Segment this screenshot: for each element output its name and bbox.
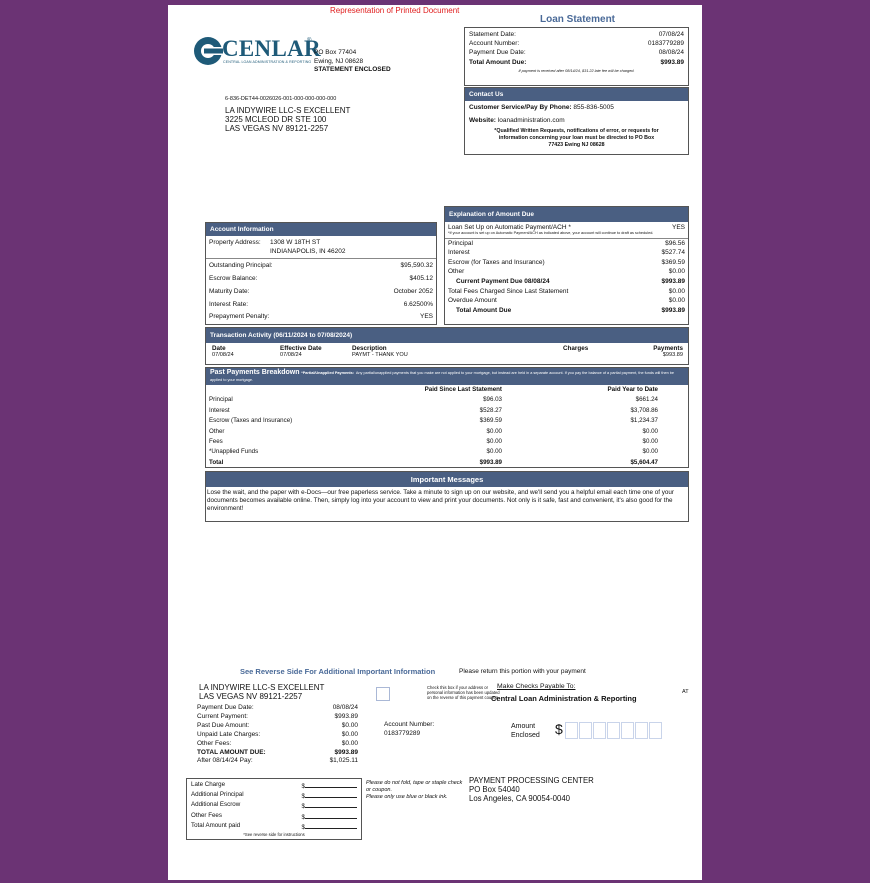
coupon-name-address: LA INDYWIRE LLC-S EXCELLENT LAS VEGAS NV… <box>199 683 325 701</box>
qwr-note: *Qualified Written Requests, notificatio… <box>494 128 659 148</box>
table-row: Interest $528.27 $3,708.86 <box>209 406 658 414</box>
autopay-status: YES <box>671 224 685 231</box>
table-row: Principal $96.03 $661.24 <box>209 396 658 404</box>
table-row: 07/08/24 07/08/24 PAYMT - THANK YOU $993… <box>212 352 683 358</box>
message-body: Lose the wait, and the paper with e-Docs… <box>207 489 674 512</box>
additional-payments-box: Late Charge $ Additional Principal $ Addit… <box>186 778 362 840</box>
amount-enclosed-label: Amount Enclosed <box>511 723 540 739</box>
contact-us-box: Contact Us Customer Service/Pay By Phone… <box>464 87 689 155</box>
additional-escrow-field[interactable] <box>305 801 357 809</box>
dollar-sign: $ <box>555 721 563 737</box>
return-portion-note: Please return this portion with your pay… <box>459 668 586 675</box>
statement-page: Representation of Printed Document CENLA… <box>168 5 702 880</box>
recipient-address: LA INDYWIRE LLC-S EXCELLENT 3225 MCLEOD … <box>225 106 351 133</box>
mail-code: 6-836-DET44-0026026-001-000-000-000-000 <box>225 96 337 102</box>
table-row: *Unapplied Funds $0.00 $0.00 <box>209 448 658 456</box>
table-row: Total $993.89 $5,604.47 <box>209 458 658 466</box>
checks-payable-label: Make Checks Payable To: <box>497 683 576 690</box>
website-link[interactable]: loanadministration.com <box>497 117 565 124</box>
amount-enclosed-input[interactable] <box>565 722 663 739</box>
payee-name: Central Loan Administration & Reporting <box>491 694 637 703</box>
sender-address: PO Box 77404 Ewing, NJ 08628 STATEMENT E… <box>314 49 391 73</box>
contact-header: Contact Us <box>465 88 688 101</box>
statement-summary: Statement Date: 07/08/24 Account Number: 0… <box>464 27 689 86</box>
cenlar-logo: CENLAR ® CENTRAL LOAN ADMINISTRATION & R… <box>193 36 321 76</box>
representation-banner: Representation of Printed Document <box>330 6 460 15</box>
account-information-box: Account Information Property Address: 130… <box>205 222 437 325</box>
loan-statement-title: Loan Statement <box>540 14 616 25</box>
fold-instructions: Please do not fold, tape or staple check… <box>366 780 463 800</box>
registered-mark: ® <box>307 38 312 44</box>
total-amount-paid-field[interactable] <box>305 822 357 829</box>
coupon-account-number: Account Number: 0183779289 <box>384 721 435 737</box>
coupon-amounts: Payment Due Date: 08/08/24 Current Paymen… <box>197 704 358 765</box>
see-reverse-note: See Reverse Side For Additional Importan… <box>240 667 436 676</box>
at-mark: AT <box>682 689 689 695</box>
past-payments-table: Paid Since Last Statement Paid Year to D… <box>206 385 688 468</box>
additional-principal-field[interactable] <box>305 791 357 799</box>
late-fee-note: If payment is received after 08/14/24, $… <box>518 69 635 73</box>
explanation-amount-due-box: Explanation of Amount Due Loan Set Up on… <box>444 206 689 325</box>
payment-processing-address: PAYMENT PROCESSING CENTER PO Box 54040 L… <box>469 776 594 803</box>
address-change-checkbox[interactable] <box>376 687 390 701</box>
transaction-table: Date Effective Date Description Charges … <box>206 345 688 358</box>
table-row: Fees $0.00 $0.00 <box>209 438 658 446</box>
table-row: Escrow (Taxes and Insurance) $369.59 $1,23… <box>209 417 658 425</box>
cenlar-c-icon <box>194 37 223 65</box>
late-charge-field[interactable] <box>305 781 357 788</box>
other-fees-field[interactable] <box>305 812 357 819</box>
past-payments-box: Past Payments Breakdown *Partial/Unappli… <box>205 367 689 468</box>
table-row: Other $0.00 $0.00 <box>209 427 658 435</box>
logo-wordmark: CENLAR <box>222 36 321 61</box>
transaction-activity-box: Transaction Activity (06/11/2024 to 07/0… <box>205 327 689 365</box>
address-change-label: Check this box if your address or person… <box>427 685 500 701</box>
phone-number[interactable]: 855-836-5005 <box>573 104 614 111</box>
important-messages-box: Important Messages Lose the wait, and th… <box>205 471 689 522</box>
logo-subtitle: CENTRAL LOAN ADMINISTRATION & REPORTING <box>223 60 312 64</box>
